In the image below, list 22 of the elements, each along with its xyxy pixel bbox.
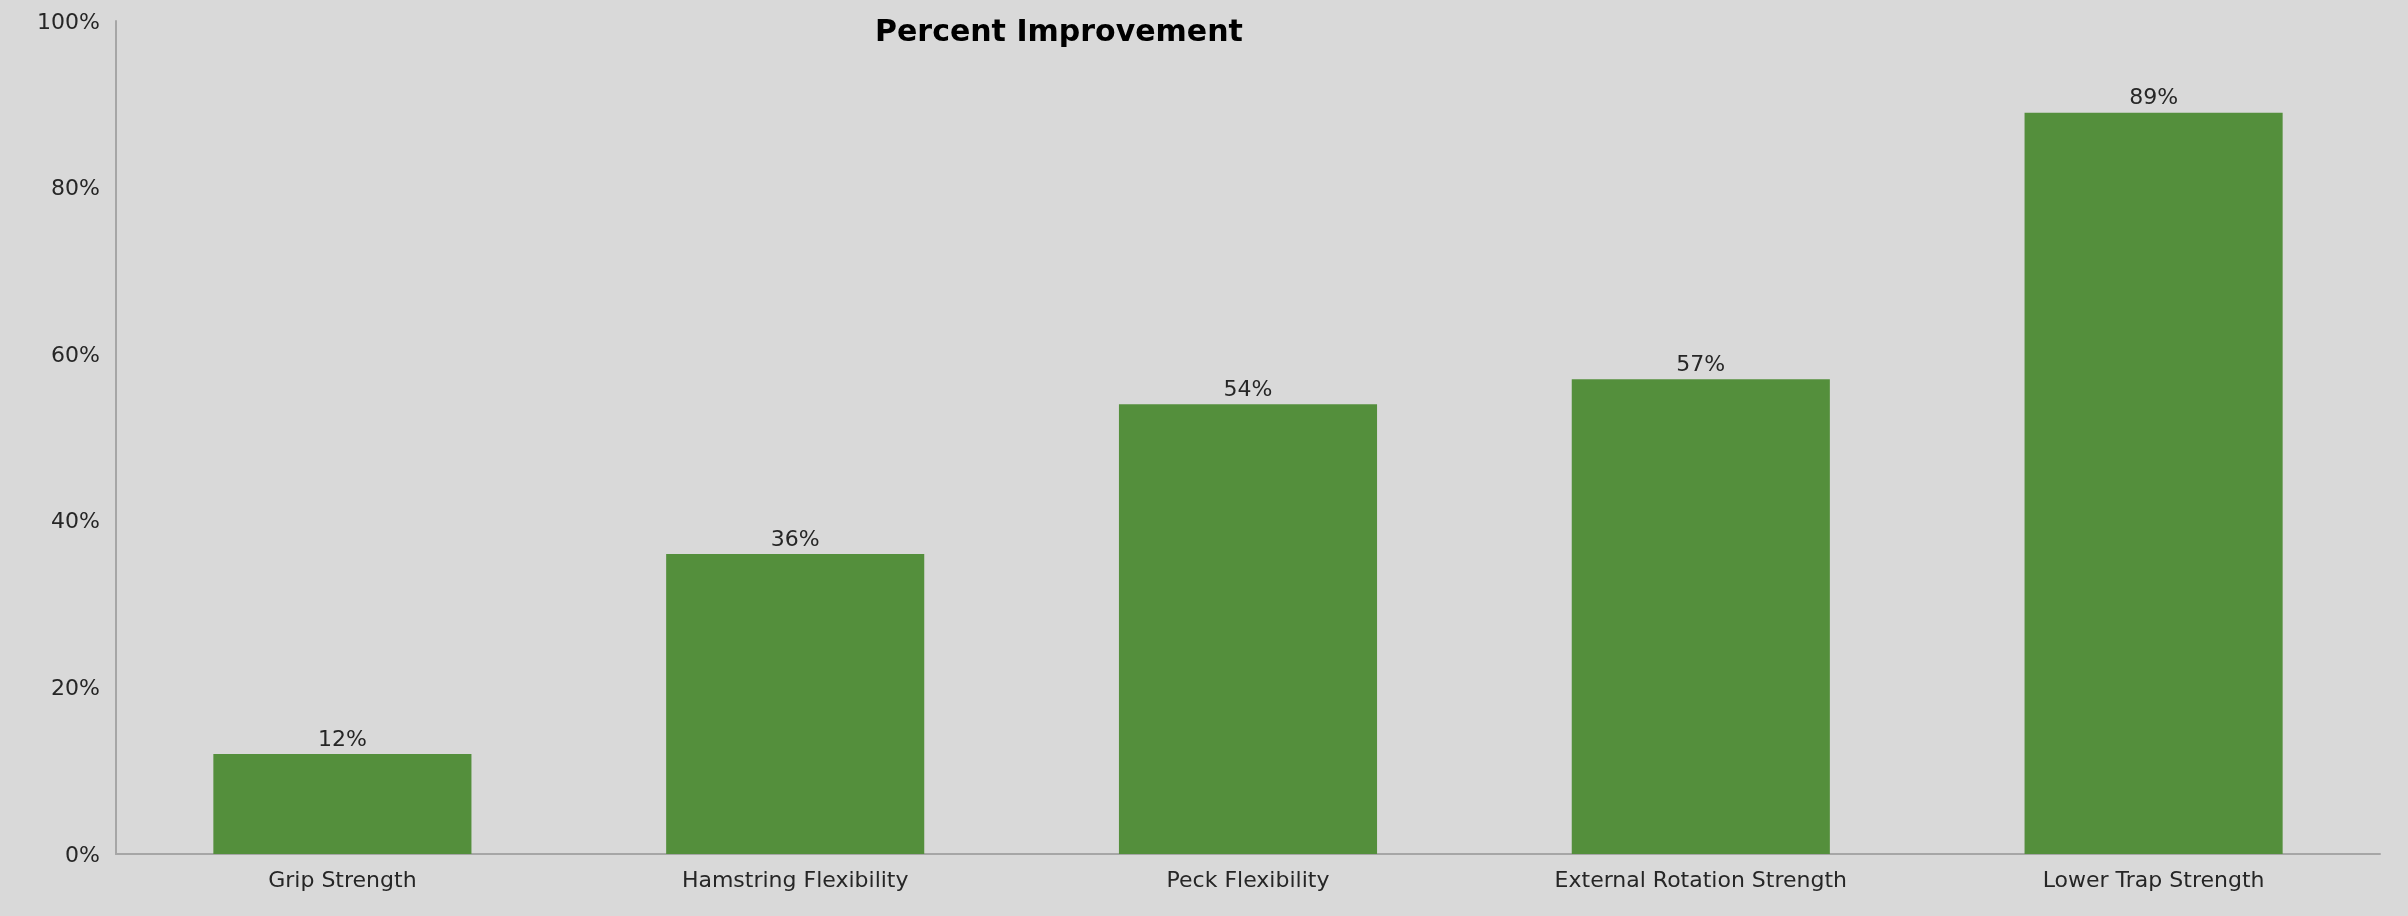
bar	[2024, 112, 2283, 854]
chart-title: Percent Improvement	[875, 12, 1243, 48]
bar	[1118, 404, 1378, 854]
data-label: 12%	[317, 725, 367, 751]
x-tick-label: Grip Strength	[268, 866, 417, 892]
data-label: 89%	[2129, 84, 2179, 110]
bar	[213, 754, 472, 854]
y-tick-label: 40%	[51, 508, 100, 534]
y-tick-label: 100%	[37, 8, 100, 34]
x-tick-label: Hamstring Flexibility	[681, 866, 909, 892]
y-tick-label: 20%	[51, 674, 100, 700]
x-tick-label: Peck Flexibility	[1166, 866, 1330, 892]
x-tick-label: Lower Trap Strength	[2042, 866, 2265, 892]
bar	[666, 554, 925, 854]
data-label: 57%	[1676, 350, 1726, 376]
y-tick-label: 60%	[51, 341, 100, 367]
x-tick-label: External Rotation Strength	[1554, 866, 1848, 892]
y-tick-label: 0%	[65, 841, 100, 867]
bar	[1571, 379, 1830, 854]
data-label: 54%	[1223, 375, 1273, 401]
y-tick-label: 80%	[51, 175, 100, 201]
data-label: 36%	[770, 525, 820, 551]
